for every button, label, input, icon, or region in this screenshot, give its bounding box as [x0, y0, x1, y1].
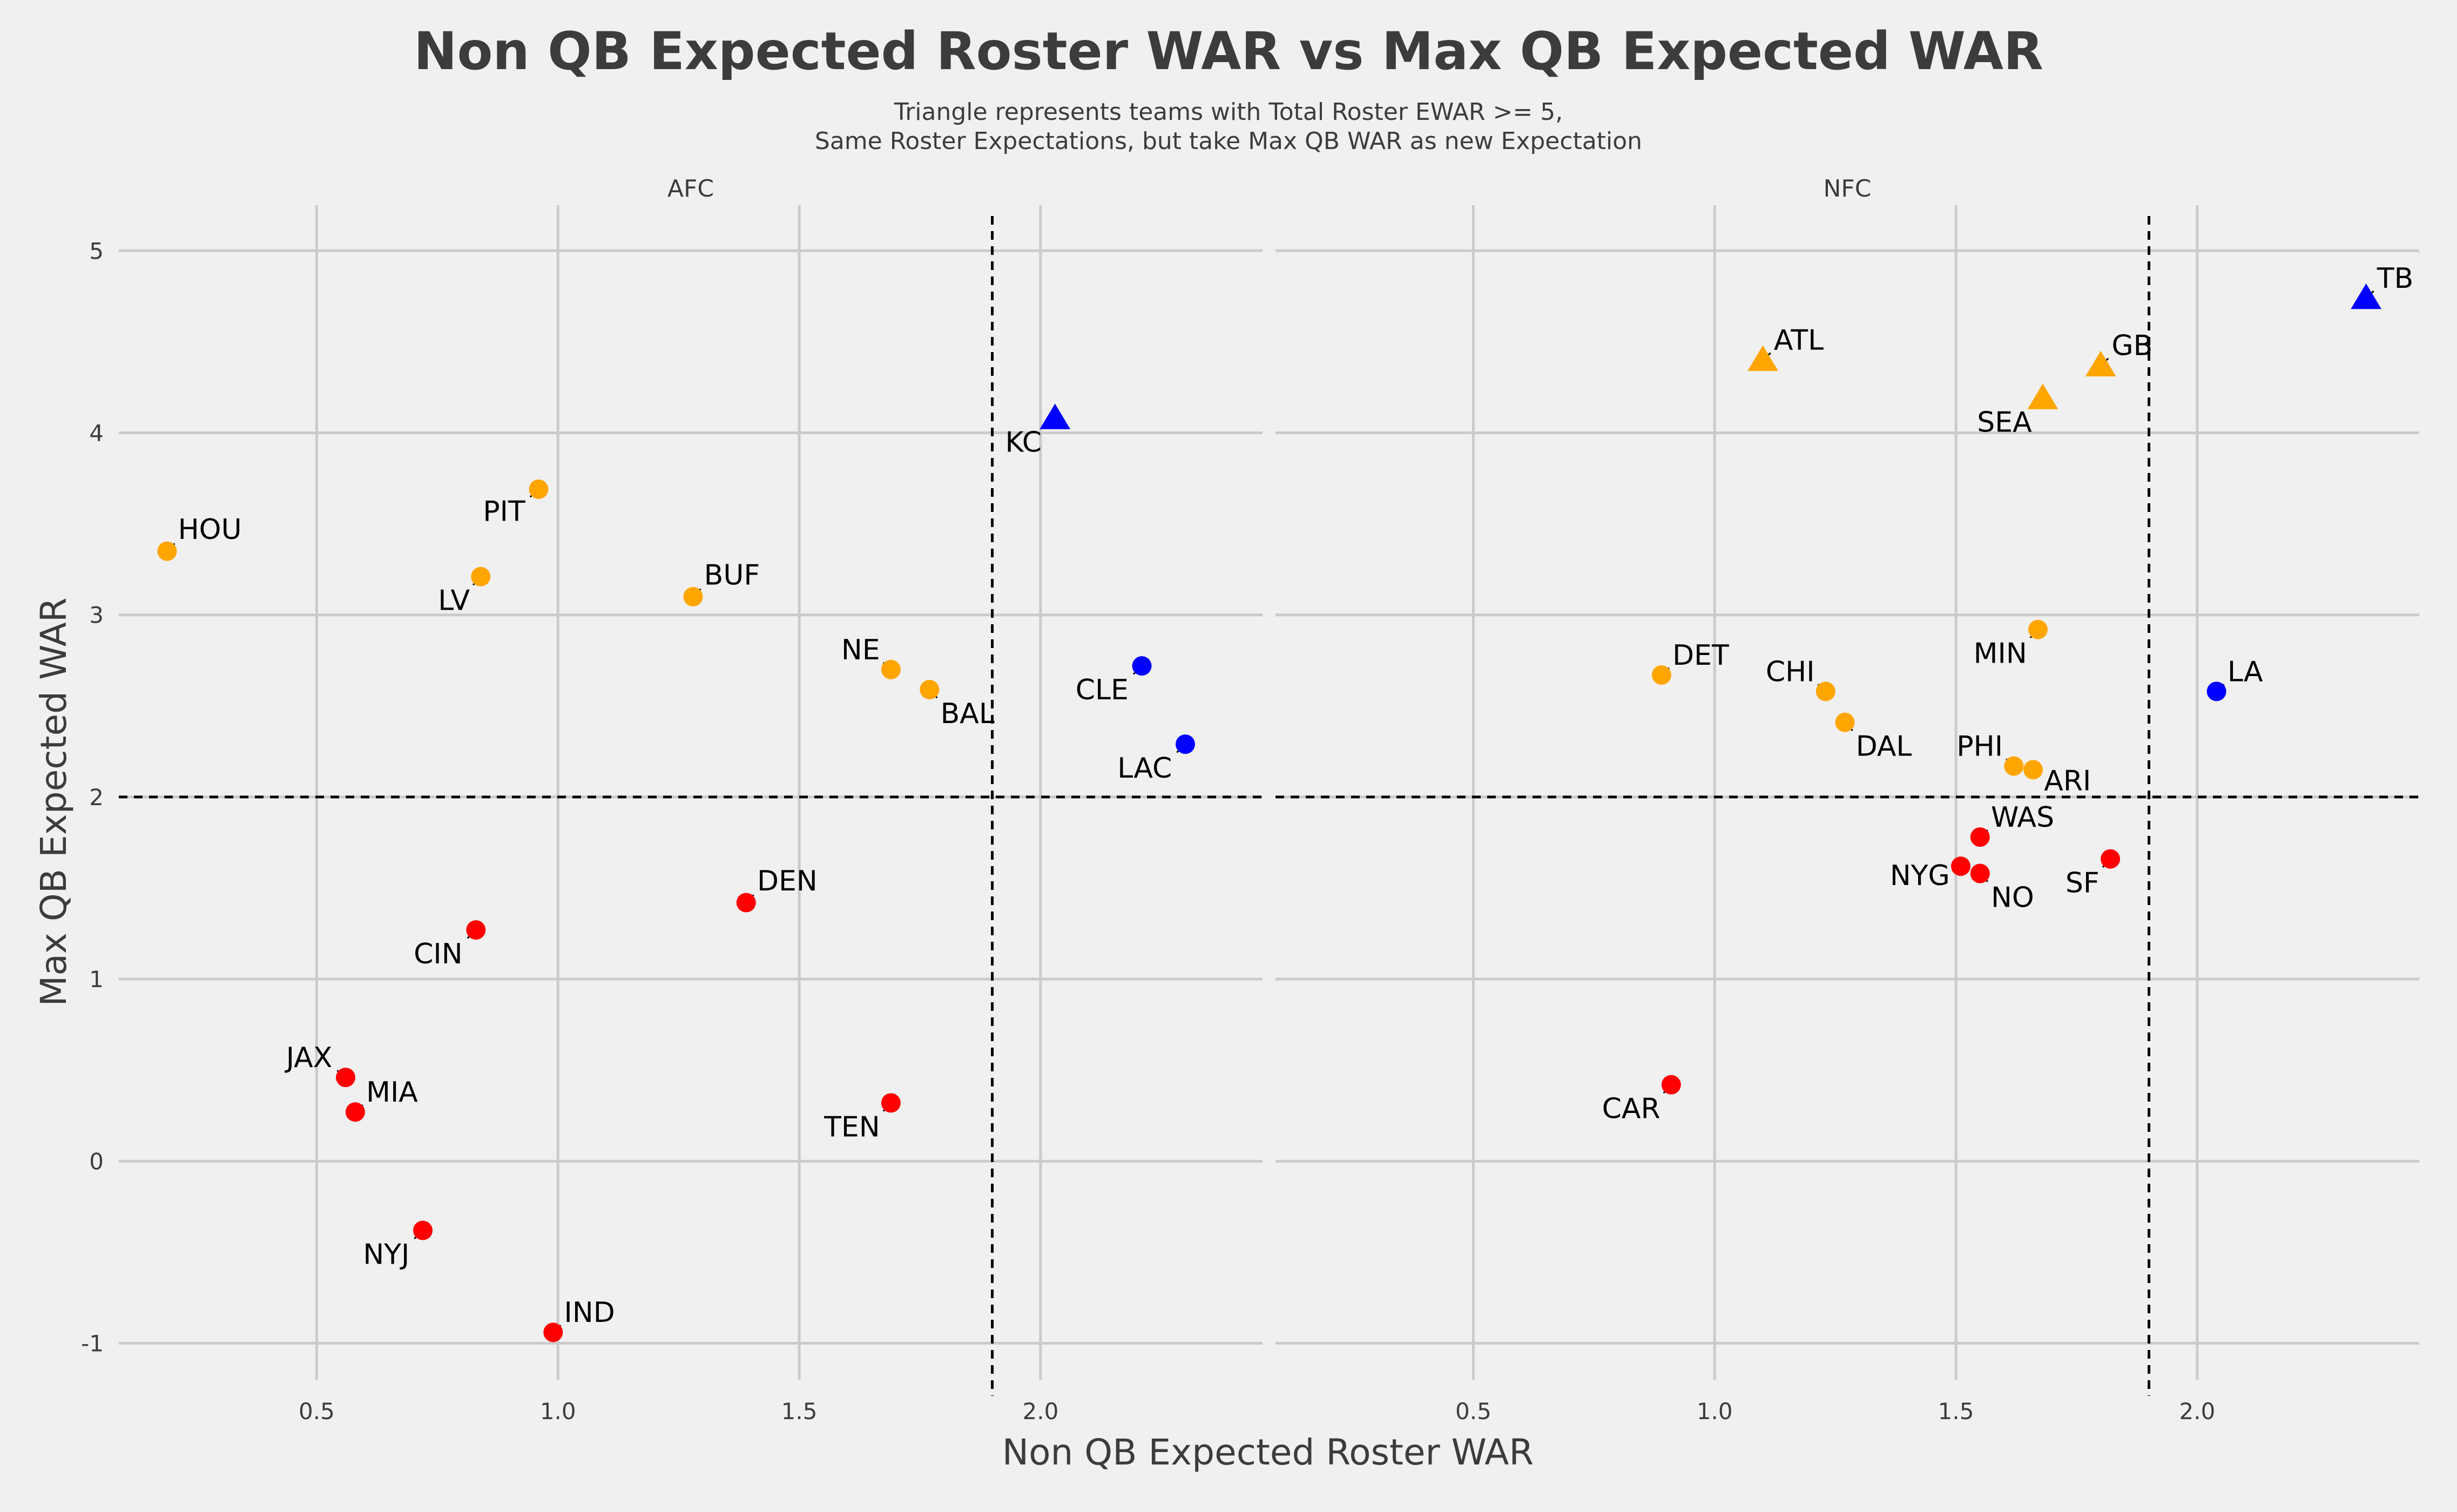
team-label-chi: CHI — [1766, 656, 1815, 688]
point-den — [736, 893, 756, 913]
point-dal — [1835, 712, 1855, 732]
x-tick-label: 1.5 — [1938, 1398, 1974, 1425]
point-triangle-sea — [2027, 383, 2058, 409]
y-tick-label: 3 — [89, 602, 104, 629]
point-ne — [881, 659, 901, 679]
chart-title: Non QB Expected Roster WAR vs Max QB Exp… — [414, 21, 2043, 82]
team-label-ind: IND — [564, 1297, 615, 1329]
team-label-mia: MIA — [366, 1076, 418, 1109]
team-label-no: NO — [1991, 881, 2034, 914]
facet-label: AFC — [667, 175, 714, 202]
facet-panel-nfc: NFC 0.5 1.0 1.5 2.0 TB ATL GB SEA MIN DET CHI DAL PHI… — [1275, 175, 2419, 1425]
team-label-car: CAR — [1602, 1093, 1660, 1125]
team-label-sf: SF — [2066, 867, 2100, 899]
team-label-lac: LAC — [1117, 752, 1172, 785]
point-was — [1970, 827, 1990, 847]
point-bal — [920, 679, 940, 699]
point-sf — [2101, 849, 2121, 869]
point-ind — [543, 1322, 563, 1342]
x-tick-label: 2.0 — [2179, 1398, 2216, 1425]
team-label-ari: ARI — [2044, 765, 2091, 798]
x-tick-label: 1.0 — [1697, 1398, 1733, 1425]
team-label-tb: TB — [2377, 262, 2413, 295]
point-phi — [2004, 756, 2024, 776]
point-buf — [683, 587, 703, 606]
point-la — [2206, 681, 2226, 701]
point-nyj — [413, 1220, 433, 1240]
y-tick-label: 5 — [89, 238, 104, 264]
team-label-buf: BUF — [704, 559, 760, 592]
y-tick-label: 0 — [89, 1148, 104, 1174]
facet-label: NFC — [1824, 175, 1872, 202]
team-label-jax: JAX — [285, 1042, 333, 1074]
team-label-cle: CLE — [1076, 674, 1129, 706]
point-triangle-kc — [1040, 403, 1071, 429]
point-ari — [2023, 760, 2043, 780]
chart-subtitle-line-2: Same Roster Expectations, but take Max Q… — [815, 127, 1642, 155]
point-nyg — [1951, 856, 1971, 876]
team-label-was: WAS — [1991, 801, 2054, 834]
team-label-cin: CIN — [414, 938, 463, 970]
y-tick-label: 2 — [89, 784, 104, 811]
x-tick-label: 2.0 — [1023, 1398, 1059, 1425]
point-jax — [336, 1068, 356, 1088]
facet-panels: AFC -1 0 1 2 3 4 5 0.5 1.0 1.5 2.0 HOU PIT LV BUF NE BAL K… — [81, 175, 2419, 1425]
team-label-bal: BAL — [941, 698, 995, 730]
team-label-nyg: NYG — [1890, 860, 1950, 892]
point-lac — [1176, 734, 1196, 754]
chart-subtitle-line-1: Triangle represents teams with Total Ros… — [894, 98, 1563, 126]
point-triangle-tb — [2351, 283, 2382, 309]
point-chi — [1815, 681, 1835, 701]
point-hou — [157, 541, 177, 561]
team-label-lv: LV — [438, 585, 470, 617]
point-no — [1970, 863, 1990, 883]
point-car — [1661, 1075, 1681, 1095]
x-tick-label: 1.5 — [781, 1398, 818, 1425]
team-label-sea: SEA — [1977, 406, 2032, 438]
team-label-pit: PIT — [483, 496, 525, 528]
team-label-nyj: NYJ — [363, 1238, 409, 1271]
team-label-hou: HOU — [178, 514, 242, 546]
facet-panel-afc: AFC -1 0 1 2 3 4 5 0.5 1.0 1.5 2.0 HOU PIT LV BUF NE BAL K… — [81, 175, 1263, 1425]
point-cin — [466, 920, 486, 940]
point-min — [2028, 619, 2048, 639]
y-tick-label: 1 — [89, 966, 104, 993]
y-tick-label: 4 — [89, 420, 104, 447]
team-label-gb: GB — [2111, 330, 2152, 362]
team-label-det: DET — [1672, 639, 1729, 672]
team-label-phi: PHI — [1956, 731, 2003, 763]
point-pit — [529, 480, 549, 500]
team-label-min: MIN — [1974, 638, 2027, 670]
x-axis-title: Non QB Expected Roster WAR — [1002, 1432, 1534, 1473]
team-label-la: LA — [2228, 656, 2263, 688]
team-label-kc: KC — [1005, 426, 1042, 458]
x-tick-label: 1.0 — [540, 1398, 576, 1425]
point-triangle-atl — [1747, 345, 1778, 371]
point-mia — [345, 1102, 365, 1122]
team-label-den: DEN — [757, 865, 818, 897]
point-triangle-gb — [2085, 350, 2116, 376]
point-ten — [881, 1093, 901, 1113]
x-tick-label: 0.5 — [1455, 1398, 1491, 1425]
x-tick-label: 0.5 — [299, 1398, 335, 1425]
team-label-atl: ATL — [1774, 325, 1824, 357]
y-tick-label: -1 — [81, 1331, 104, 1357]
point-lv — [471, 566, 491, 586]
y-axis-title: Max QB Expected WAR — [33, 597, 75, 1006]
point-det — [1651, 665, 1671, 685]
team-label-ne: NE — [841, 634, 880, 666]
team-label-dal: DAL — [1856, 731, 1912, 763]
point-cle — [1132, 656, 1152, 676]
team-label-ten: TEN — [824, 1111, 880, 1143]
